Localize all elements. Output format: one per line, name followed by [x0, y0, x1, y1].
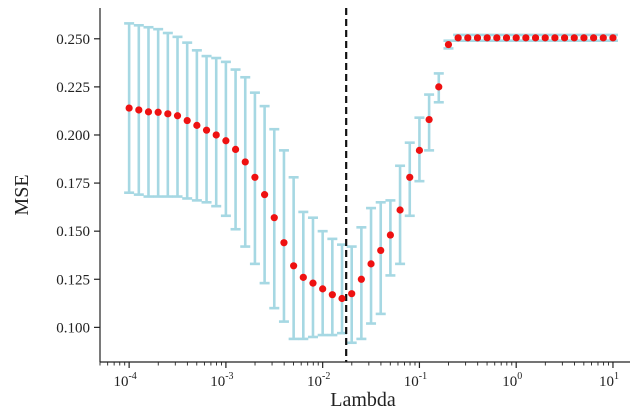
y-tick-label: 0.225	[56, 80, 90, 96]
data-points	[125, 34, 617, 303]
data-point	[319, 285, 327, 293]
data-point	[338, 294, 346, 303]
data-point	[222, 137, 230, 145]
data-point	[590, 34, 598, 42]
data-point	[202, 126, 211, 134]
data-point	[309, 279, 317, 287]
data-point	[125, 104, 133, 112]
data-point	[357, 275, 365, 283]
data-point	[560, 34, 569, 42]
data-point	[522, 34, 530, 42]
data-point	[348, 290, 356, 298]
data-point	[435, 83, 443, 91]
data-point	[270, 214, 278, 222]
x-tick-label: 10-2	[307, 371, 330, 390]
data-point	[183, 116, 191, 125]
data-point	[299, 273, 307, 281]
data-point	[454, 34, 462, 42]
y-axis-label: MSE	[11, 174, 33, 215]
data-point	[396, 206, 404, 214]
data-point	[290, 262, 298, 270]
data-point	[251, 173, 259, 181]
plot-area	[124, 8, 618, 362]
data-point	[493, 34, 501, 42]
data-point	[144, 108, 153, 116]
data-point	[531, 34, 540, 42]
data-point	[280, 239, 288, 247]
y-tick-label: 0.125	[56, 272, 90, 288]
data-point	[386, 231, 394, 239]
y-tick-label: 0.200	[56, 128, 90, 144]
data-point	[154, 108, 162, 116]
x-axis-label: Lambda	[330, 389, 396, 411]
data-point	[377, 246, 385, 255]
x-tick-label: 101	[599, 371, 619, 390]
data-point	[367, 260, 375, 268]
y-tick-label: 0.175	[56, 176, 90, 192]
data-point	[328, 291, 336, 299]
data-point	[570, 34, 578, 42]
x-tick-label: 100	[502, 371, 522, 390]
data-point	[502, 34, 511, 42]
data-point	[512, 34, 520, 42]
data-point	[135, 106, 143, 114]
data-point	[609, 34, 617, 42]
data-point	[212, 131, 220, 139]
data-point	[551, 34, 559, 42]
y-tick-label: 0.100	[56, 320, 90, 336]
x-tick-label: 10-3	[210, 371, 233, 390]
data-point	[541, 34, 549, 42]
data-point	[231, 145, 240, 154]
data-point	[261, 191, 269, 199]
data-point	[464, 34, 472, 42]
x-ticks: 10-4 10-3 10-2 10-1 100 101	[113, 362, 619, 390]
error-bars	[124, 22, 618, 345]
data-point	[241, 158, 249, 166]
data-point	[473, 34, 482, 42]
data-point	[580, 34, 588, 42]
axes: 10-4 10-3 10-2 10-1 100 101 0.1000.1250.1500.…	[56, 8, 630, 390]
data-point	[193, 121, 201, 129]
x-tick-label: 10-1	[404, 371, 427, 390]
data-point	[483, 34, 491, 42]
y-tick-label: 0.150	[56, 224, 90, 240]
y-tick-label: 0.250	[56, 32, 90, 48]
data-point	[599, 34, 607, 42]
data-point	[415, 146, 424, 154]
y-ticks: 0.100 0.125 0.150 0.175 0.200 0.225 0.250	[56, 32, 100, 336]
data-point	[444, 40, 453, 49]
x-minor-ticks	[99, 362, 609, 366]
data-point	[173, 112, 182, 120]
x-tick-label: 10-4	[113, 371, 136, 390]
data-point	[164, 110, 172, 118]
data-point	[406, 173, 414, 181]
data-point	[425, 115, 433, 124]
